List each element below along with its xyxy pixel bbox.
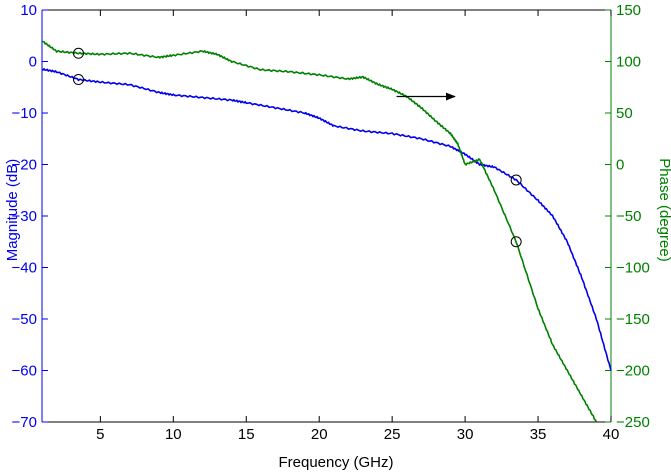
x-axis-label: Frequency (GHz) xyxy=(278,454,393,471)
phase-marker xyxy=(72,47,84,59)
right-y-axis-label: Phase (degree) xyxy=(656,158,671,261)
x-axis-ticks: 5 10 15 20 25 30 35 40 xyxy=(96,10,619,443)
x-tick-label: 10 xyxy=(165,426,182,443)
right-tick-label: −50 xyxy=(616,208,641,225)
series-layer xyxy=(41,40,612,423)
right-axis-ticks: 150 100 50 0 −50 −100 −150 −200 −250 xyxy=(605,2,650,431)
x-tick-label: 20 xyxy=(311,426,328,443)
magnitude-marker xyxy=(510,174,522,186)
right-tick-label: 50 xyxy=(616,105,633,122)
phase-line xyxy=(41,40,598,423)
x-tick-label: 40 xyxy=(603,426,620,443)
right-tick-label: −100 xyxy=(616,260,650,277)
right-tick-label: 150 xyxy=(616,2,641,19)
x-tick-label: 15 xyxy=(238,426,255,443)
right-tick-label: 0 xyxy=(616,157,624,174)
left-tick-label: −30 xyxy=(12,208,37,225)
right-tick-label: −250 xyxy=(616,414,650,431)
magnitude-line xyxy=(41,68,612,371)
left-y-axis-label: Magnitude (dB) xyxy=(4,159,21,262)
marker-layer xyxy=(72,47,522,248)
right-tick-label: −150 xyxy=(616,311,650,328)
x-tick-label: 25 xyxy=(384,426,401,443)
left-tick-label: −20 xyxy=(12,157,37,174)
x-tick-label: 30 xyxy=(457,426,474,443)
magnitude-marker xyxy=(72,74,84,86)
left-tick-label: −60 xyxy=(12,363,37,380)
left-axis-ticks: 10 0 −10 −20 −30 −40 −50 −60 −70 xyxy=(12,2,48,431)
x-tick-label: 5 xyxy=(96,426,104,443)
phase-marker xyxy=(510,236,522,248)
left-tick-label: −70 xyxy=(12,414,37,431)
right-tick-label: 100 xyxy=(616,54,641,71)
x-tick-label: 35 xyxy=(530,426,547,443)
left-tick-label: 10 xyxy=(20,2,37,19)
right-tick-label: −200 xyxy=(616,363,650,380)
left-tick-label: 0 xyxy=(29,54,37,71)
left-tick-label: −50 xyxy=(12,311,37,328)
plot-frame xyxy=(41,9,612,423)
left-tick-label: −10 xyxy=(12,105,37,122)
left-tick-label: −40 xyxy=(12,260,37,277)
